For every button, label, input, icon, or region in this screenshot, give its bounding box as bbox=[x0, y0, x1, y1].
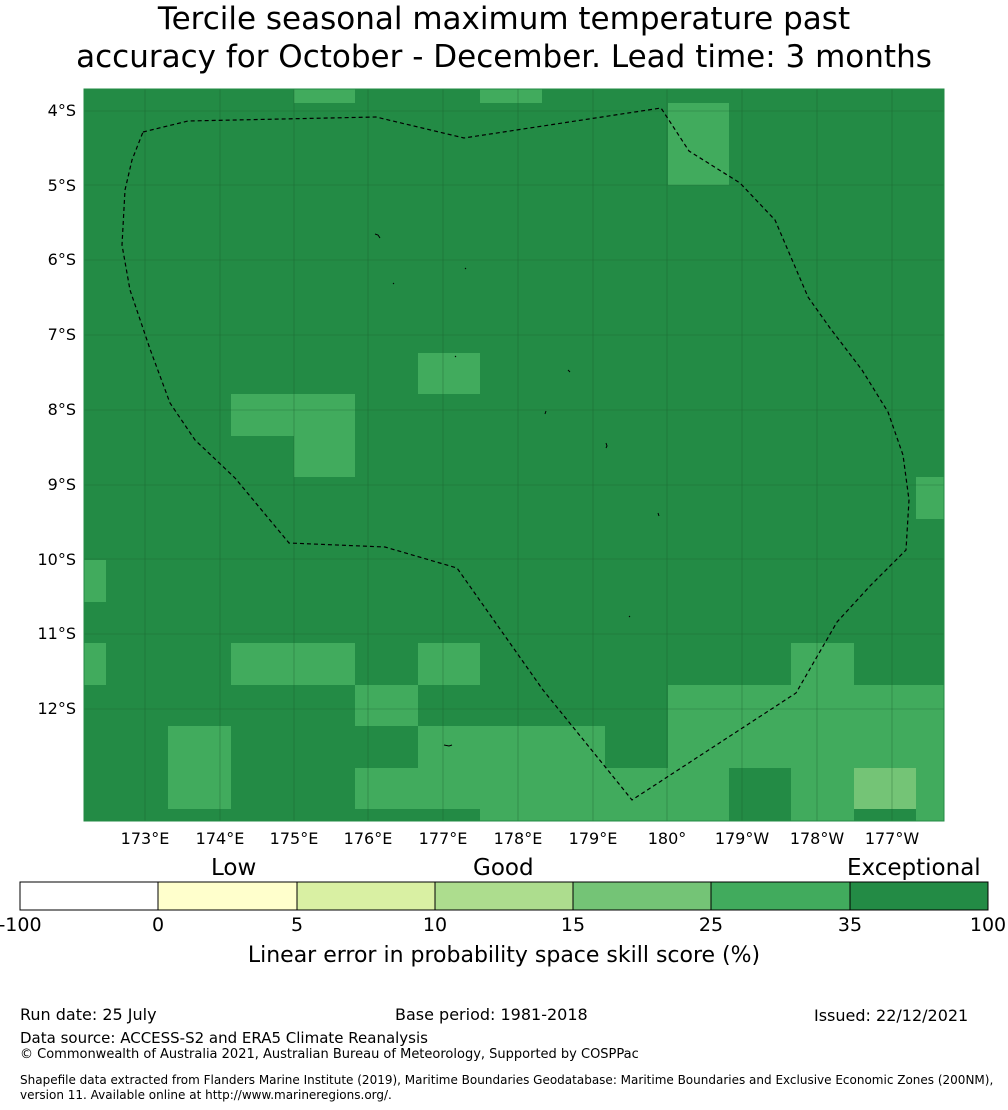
lat-label: 9°S bbox=[48, 475, 76, 494]
lon-label: 179°E bbox=[569, 829, 618, 848]
skill-cell bbox=[480, 768, 668, 821]
colorbar-segment bbox=[434, 881, 574, 911]
lon-label: 177°W bbox=[865, 829, 920, 848]
skill-cell bbox=[916, 768, 944, 821]
colorbar-segment bbox=[296, 881, 436, 911]
title-line-1: Tercile seasonal maximum temperature pas… bbox=[157, 1, 851, 37]
lon-label: 176°E bbox=[344, 829, 393, 848]
skill-cell bbox=[418, 643, 480, 685]
skill-cell bbox=[668, 768, 729, 821]
skill-cell bbox=[168, 726, 231, 809]
skill-cell bbox=[355, 685, 418, 726]
data-source: Data source: ACCESS-S2 and ERA5 Climate … bbox=[20, 1029, 428, 1047]
map-title: Tercile seasonal maximum temperature pas… bbox=[0, 0, 1008, 76]
tier-label-exceptional: Exceptional bbox=[847, 855, 981, 881]
tier-label-low: Low bbox=[211, 855, 257, 881]
run-date: Run date: 25 July bbox=[20, 1005, 157, 1024]
colorbar-tick: 0 bbox=[151, 914, 165, 936]
skill-cell bbox=[294, 436, 355, 477]
shapefile-credit-line-2: version 11. Available online at http://w… bbox=[20, 1088, 392, 1102]
skill-cell-exceptional bbox=[729, 768, 791, 809]
lon-label: 178°E bbox=[494, 829, 543, 848]
shapefile-credit-line-1: Shapefile data extracted from Flanders M… bbox=[20, 1073, 994, 1087]
colorbar-segment bbox=[572, 881, 712, 911]
skill-cell bbox=[668, 685, 944, 768]
issued-date: Issued: 22/12/2021 bbox=[814, 1006, 969, 1025]
colorbar-tick: 10 bbox=[422, 914, 448, 936]
lat-label: 10°S bbox=[37, 550, 76, 569]
colorbar bbox=[19, 881, 989, 911]
graticule bbox=[84, 89, 944, 821]
colorbar-segment bbox=[19, 881, 159, 911]
skill-cell bbox=[668, 103, 729, 185]
lat-label: 11°S bbox=[37, 624, 76, 643]
skill-cell bbox=[231, 394, 355, 436]
lat-label: 8°S bbox=[48, 400, 76, 419]
lon-label: 173°E bbox=[121, 829, 170, 848]
skill-cell-15-25 bbox=[854, 768, 916, 809]
skill-cell bbox=[84, 560, 106, 602]
longitude-labels: 173°E 174°E 175°E 176°E 177°E 178°E 179°… bbox=[121, 829, 920, 848]
skill-cell bbox=[294, 89, 355, 103]
colorbar-tick: -100 bbox=[0, 914, 42, 936]
skill-cell bbox=[355, 768, 480, 809]
map-frame bbox=[83, 88, 945, 822]
lat-label: 4°S bbox=[48, 101, 76, 120]
eez-boundary bbox=[121, 107, 910, 801]
skill-cell bbox=[791, 643, 854, 685]
lon-label: 178°W bbox=[790, 829, 845, 848]
tier-label-good: Good bbox=[473, 855, 534, 881]
shapefile-credit: Shapefile data extracted from Flanders M… bbox=[20, 1073, 993, 1103]
colorbar-tick: 15 bbox=[560, 914, 586, 936]
latitude-labels: 4°S 5°S 6°S 7°S 8°S 9°S 10°S 11°S 12°S bbox=[37, 101, 76, 718]
colorbar-segment bbox=[710, 881, 851, 911]
lat-label: 6°S bbox=[48, 250, 76, 269]
skill-cell bbox=[84, 643, 106, 685]
skill-cell bbox=[916, 477, 944, 519]
lat-label: 7°S bbox=[48, 325, 76, 344]
lon-label: 180° bbox=[648, 829, 687, 848]
lat-label: 5°S bbox=[48, 176, 76, 195]
skill-cell bbox=[418, 726, 605, 768]
islands bbox=[374, 233, 660, 747]
colorbar-tick: 5 bbox=[290, 914, 304, 936]
colorbar-tick: 100 bbox=[969, 914, 1007, 936]
skill-cell bbox=[791, 768, 854, 821]
skill-cells-25-35 bbox=[84, 89, 944, 821]
lon-label: 179°W bbox=[715, 829, 770, 848]
copyright-notice: © Commonwealth of Australia 2021, Austra… bbox=[20, 1047, 639, 1062]
skill-cell bbox=[418, 353, 480, 394]
colorbar-tick: 25 bbox=[698, 914, 724, 936]
colorbar-segment bbox=[157, 881, 298, 911]
lon-label: 175°E bbox=[270, 829, 319, 848]
lat-label: 12°S bbox=[37, 699, 76, 718]
title-line-2: accuracy for October - December. Lead ti… bbox=[76, 39, 932, 75]
lon-label: 174°E bbox=[196, 829, 245, 848]
skill-cell bbox=[231, 643, 355, 685]
lon-label: 177°E bbox=[419, 829, 468, 848]
colorbar-title: Linear error in probability space skill … bbox=[247, 943, 761, 968]
skill-cell bbox=[480, 89, 542, 103]
colorbar-segment bbox=[849, 881, 989, 911]
colorbar-tick: 35 bbox=[837, 914, 863, 936]
base-period: Base period: 1981-2018 bbox=[395, 1005, 588, 1024]
